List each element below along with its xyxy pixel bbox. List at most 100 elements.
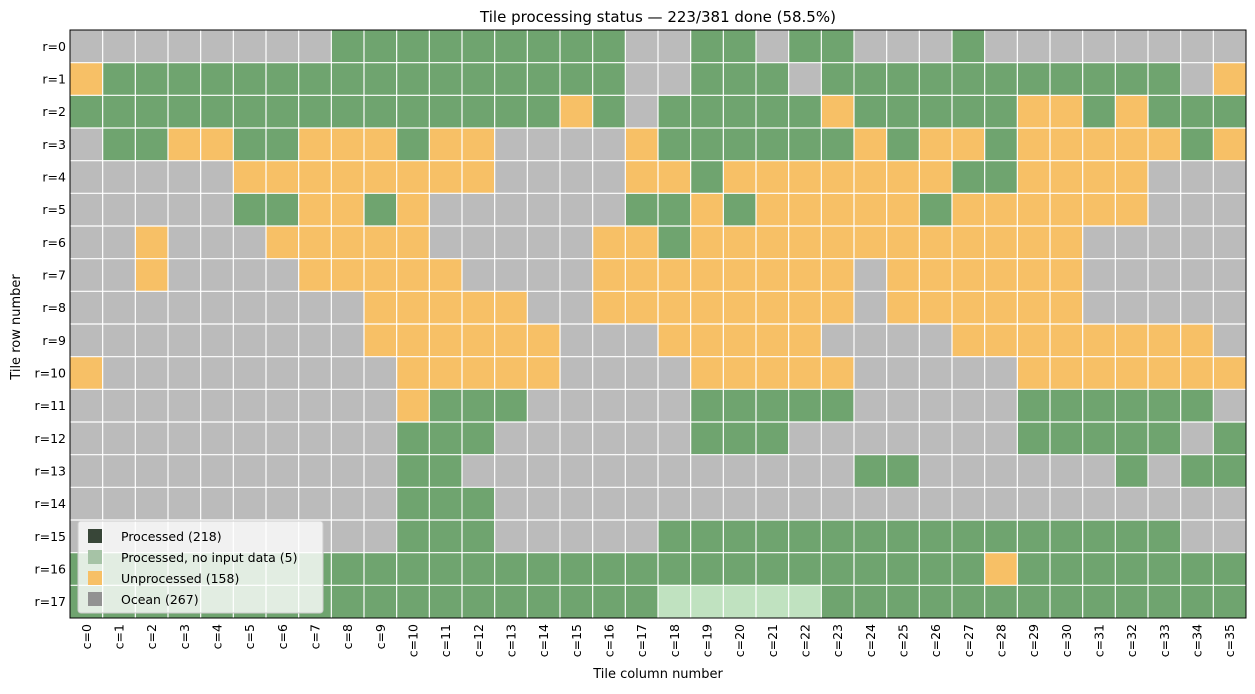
heatmap-cell-r0-c9 [364, 30, 397, 63]
heatmap-cell-r8-c13 [494, 291, 528, 325]
heatmap-cell-r8-c17 [625, 291, 659, 325]
y-tick-label: r=14 [34, 496, 66, 511]
heatmap-cell-r9-c21 [756, 324, 789, 357]
heatmap-cell-r10-c23 [821, 356, 855, 390]
heatmap-cell-r11-c14 [527, 389, 561, 423]
x-tick-label: c=19 [700, 624, 715, 657]
heatmap-cell-r16-c14 [527, 552, 561, 586]
heatmap-cell-r17-c11 [429, 585, 463, 619]
heatmap-cell-r9-c16 [592, 324, 626, 357]
heatmap-cell-r8-c26 [919, 291, 953, 325]
heatmap-cell-r0-c23 [821, 30, 855, 63]
x-tick-label: c=15 [569, 624, 584, 657]
heatmap-cell-r9-c6 [266, 324, 299, 357]
heatmap-cell-r7-c19 [690, 258, 724, 292]
heatmap-cell-r9-c30 [1050, 324, 1083, 357]
heatmap-cell-r2-c32 [1115, 95, 1149, 129]
heatmap-cell-r9-c19 [690, 324, 724, 357]
heatmap-cell-r6-c10 [396, 226, 430, 259]
x-tick-label: c=27 [961, 624, 976, 657]
heatmap-cell-r2-c11 [429, 95, 463, 129]
heatmap-cell-r6-c9 [364, 226, 397, 259]
heatmap-cell-r9-c13 [494, 324, 528, 357]
heatmap-cell-r7-c16 [592, 258, 626, 292]
heatmap-cell-r10-c15 [560, 356, 593, 390]
heatmap-cell-r3-c5 [233, 128, 267, 161]
heatmap-cell-r6-c2 [135, 226, 169, 259]
heatmap-cell-r3-c2 [135, 128, 169, 161]
heatmap-cell-r16-c10 [396, 552, 430, 586]
heatmap-cell-r5-c35 [1213, 193, 1247, 227]
heatmap-cell-r14-c11 [429, 487, 463, 521]
heatmap-cell-r1-c31 [1082, 62, 1116, 96]
heatmap-cell-r13-c22 [788, 454, 822, 488]
heatmap-cell-r11-c0 [70, 389, 103, 423]
heatmap-cell-r1-c24 [854, 62, 887, 96]
heatmap-cell-r2-c12 [462, 95, 495, 129]
heatmap-cell-r1-c22 [788, 62, 822, 96]
heatmap-cell-r11-c30 [1050, 389, 1083, 423]
heatmap-cell-r15-c13 [494, 520, 528, 553]
heatmap-cell-r13-c30 [1050, 454, 1083, 488]
heatmap-cell-r1-c25 [886, 62, 920, 96]
heatmap-cell-r3-c34 [1180, 128, 1214, 161]
heatmap-cell-r1-c9 [364, 62, 397, 96]
heatmap-cell-r0-c30 [1050, 30, 1083, 63]
heatmap-cell-r6-c31 [1082, 226, 1116, 259]
heatmap-cell-r12-c1 [102, 422, 136, 455]
heatmap-cell-r10-c17 [625, 356, 659, 390]
heatmap-cell-r14-c22 [788, 487, 822, 521]
heatmap-cell-r13-c24 [854, 454, 887, 488]
heatmap-cell-r16-c27 [952, 552, 985, 586]
heatmap-cell-r7-c18 [658, 258, 691, 292]
heatmap-cell-r10-c24 [854, 356, 887, 390]
heatmap-cell-r12-c18 [658, 422, 691, 455]
heatmap-cell-r5-c20 [723, 193, 757, 227]
heatmap-cell-r2-c6 [266, 95, 299, 129]
legend-swatch [88, 550, 102, 564]
x-tick-label: c=7 [308, 624, 323, 649]
heatmap-cell-r15-c31 [1082, 520, 1116, 553]
heatmap-cell-r10-c7 [298, 356, 332, 390]
heatmap-cell-r11-c12 [462, 389, 495, 423]
heatmap-cell-r1-c7 [298, 62, 332, 96]
heatmap-cell-r6-c14 [527, 226, 561, 259]
heatmap-cell-r8-c19 [690, 291, 724, 325]
heatmap-cell-r0-c16 [592, 30, 626, 63]
heatmap-cell-r4-c25 [886, 160, 920, 194]
heatmap-cell-r16-c35 [1213, 552, 1247, 586]
heatmap-cell-r1-c12 [462, 62, 495, 96]
heatmap-cell-r12-c14 [527, 422, 561, 455]
heatmap-cell-r13-c5 [233, 454, 267, 488]
heatmap-cell-r11-c35 [1213, 389, 1247, 423]
heatmap-cell-r2-c7 [298, 95, 332, 129]
heatmap-cell-r14-c3 [168, 487, 201, 521]
heatmap-cell-r14-c18 [658, 487, 691, 521]
legend-label: Processed (218) [121, 529, 222, 544]
heatmap-cell-r14-c6 [266, 487, 299, 521]
heatmap-cell-r7-c25 [886, 258, 920, 292]
heatmap-cell-r14-c5 [233, 487, 267, 521]
heatmap-cell-r3-c21 [756, 128, 789, 161]
heatmap-cell-r13-c27 [952, 454, 985, 488]
heatmap-cell-r14-c7 [298, 487, 332, 521]
heatmap-cell-r10-c13 [494, 356, 528, 390]
heatmap-cell-r3-c28 [984, 128, 1018, 161]
y-tick-label: r=7 [42, 268, 66, 283]
y-tick-label: r=6 [42, 235, 66, 250]
heatmap-cell-r7-c13 [494, 258, 528, 292]
heatmap-cell-r9-c24 [854, 324, 887, 357]
heatmap-cell-r15-c12 [462, 520, 495, 553]
heatmap-cell-r16-c25 [886, 552, 920, 586]
heatmap-cell-r17-c22 [788, 585, 822, 619]
heatmap-cell-r16-c33 [1148, 552, 1181, 586]
heatmap-cell-r7-c33 [1148, 258, 1181, 292]
heatmap-cell-r6-c18 [658, 226, 691, 259]
heatmap-cell-r12-c32 [1115, 422, 1149, 455]
heatmap-cell-r5-c11 [429, 193, 463, 227]
heatmap-cell-r8-c20 [723, 291, 757, 325]
heatmap-cell-r2-c10 [396, 95, 430, 129]
heatmap-cell-r13-c26 [919, 454, 953, 488]
y-tick-label: r=11 [34, 398, 66, 413]
